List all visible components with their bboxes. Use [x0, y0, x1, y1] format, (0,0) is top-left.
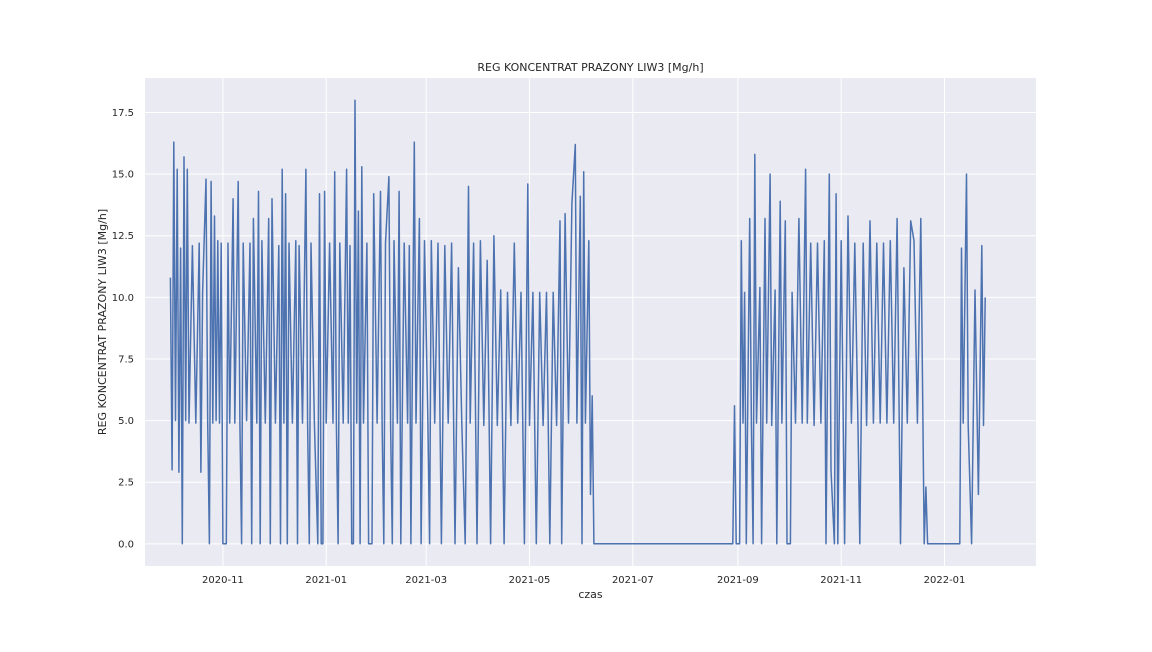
series-line-0	[169, 99, 986, 545]
y-tick-label: 5.0	[118, 416, 134, 427]
y-tick-label: 17.5	[112, 108, 134, 119]
x-axis-ticks: 2020-11 2021-01 2021-03 2021-05 2021-07 2021-…	[202, 575, 965, 586]
x-tick-label: 2021-01	[305, 575, 347, 586]
x-tick-label: 2021-03	[405, 575, 447, 586]
x-tick-label: 2021-09	[717, 575, 759, 586]
y-axis-ticks: 0.0 2.5 5.0 7.5 10.0 12.5 15.0 17.5	[112, 108, 134, 550]
y-tick-label: 0.0	[118, 539, 134, 550]
series-layer	[169, 99, 986, 545]
y-tick-label: 10.0	[112, 293, 134, 304]
y-tick-label: 2.5	[118, 478, 134, 489]
chart-title: REG KONCENTRAT PRAZONY LIW3 [Mg/h]	[477, 61, 703, 74]
x-axis-label: czas	[578, 588, 603, 601]
y-axis-label: REG KONCENTRAT PRAZONY LIW3 [Mg/h]	[96, 209, 109, 435]
x-tick-label: 2022-01	[924, 575, 966, 586]
y-tick-label: 7.5	[118, 354, 134, 365]
y-tick-label: 12.5	[112, 231, 134, 242]
x-tick-label: 2021-05	[509, 575, 551, 586]
x-tick-label: 2021-07	[612, 575, 654, 586]
x-tick-label: 2021-11	[820, 575, 862, 586]
y-tick-label: 15.0	[112, 170, 134, 181]
x-tick-label: 2020-11	[202, 575, 244, 586]
